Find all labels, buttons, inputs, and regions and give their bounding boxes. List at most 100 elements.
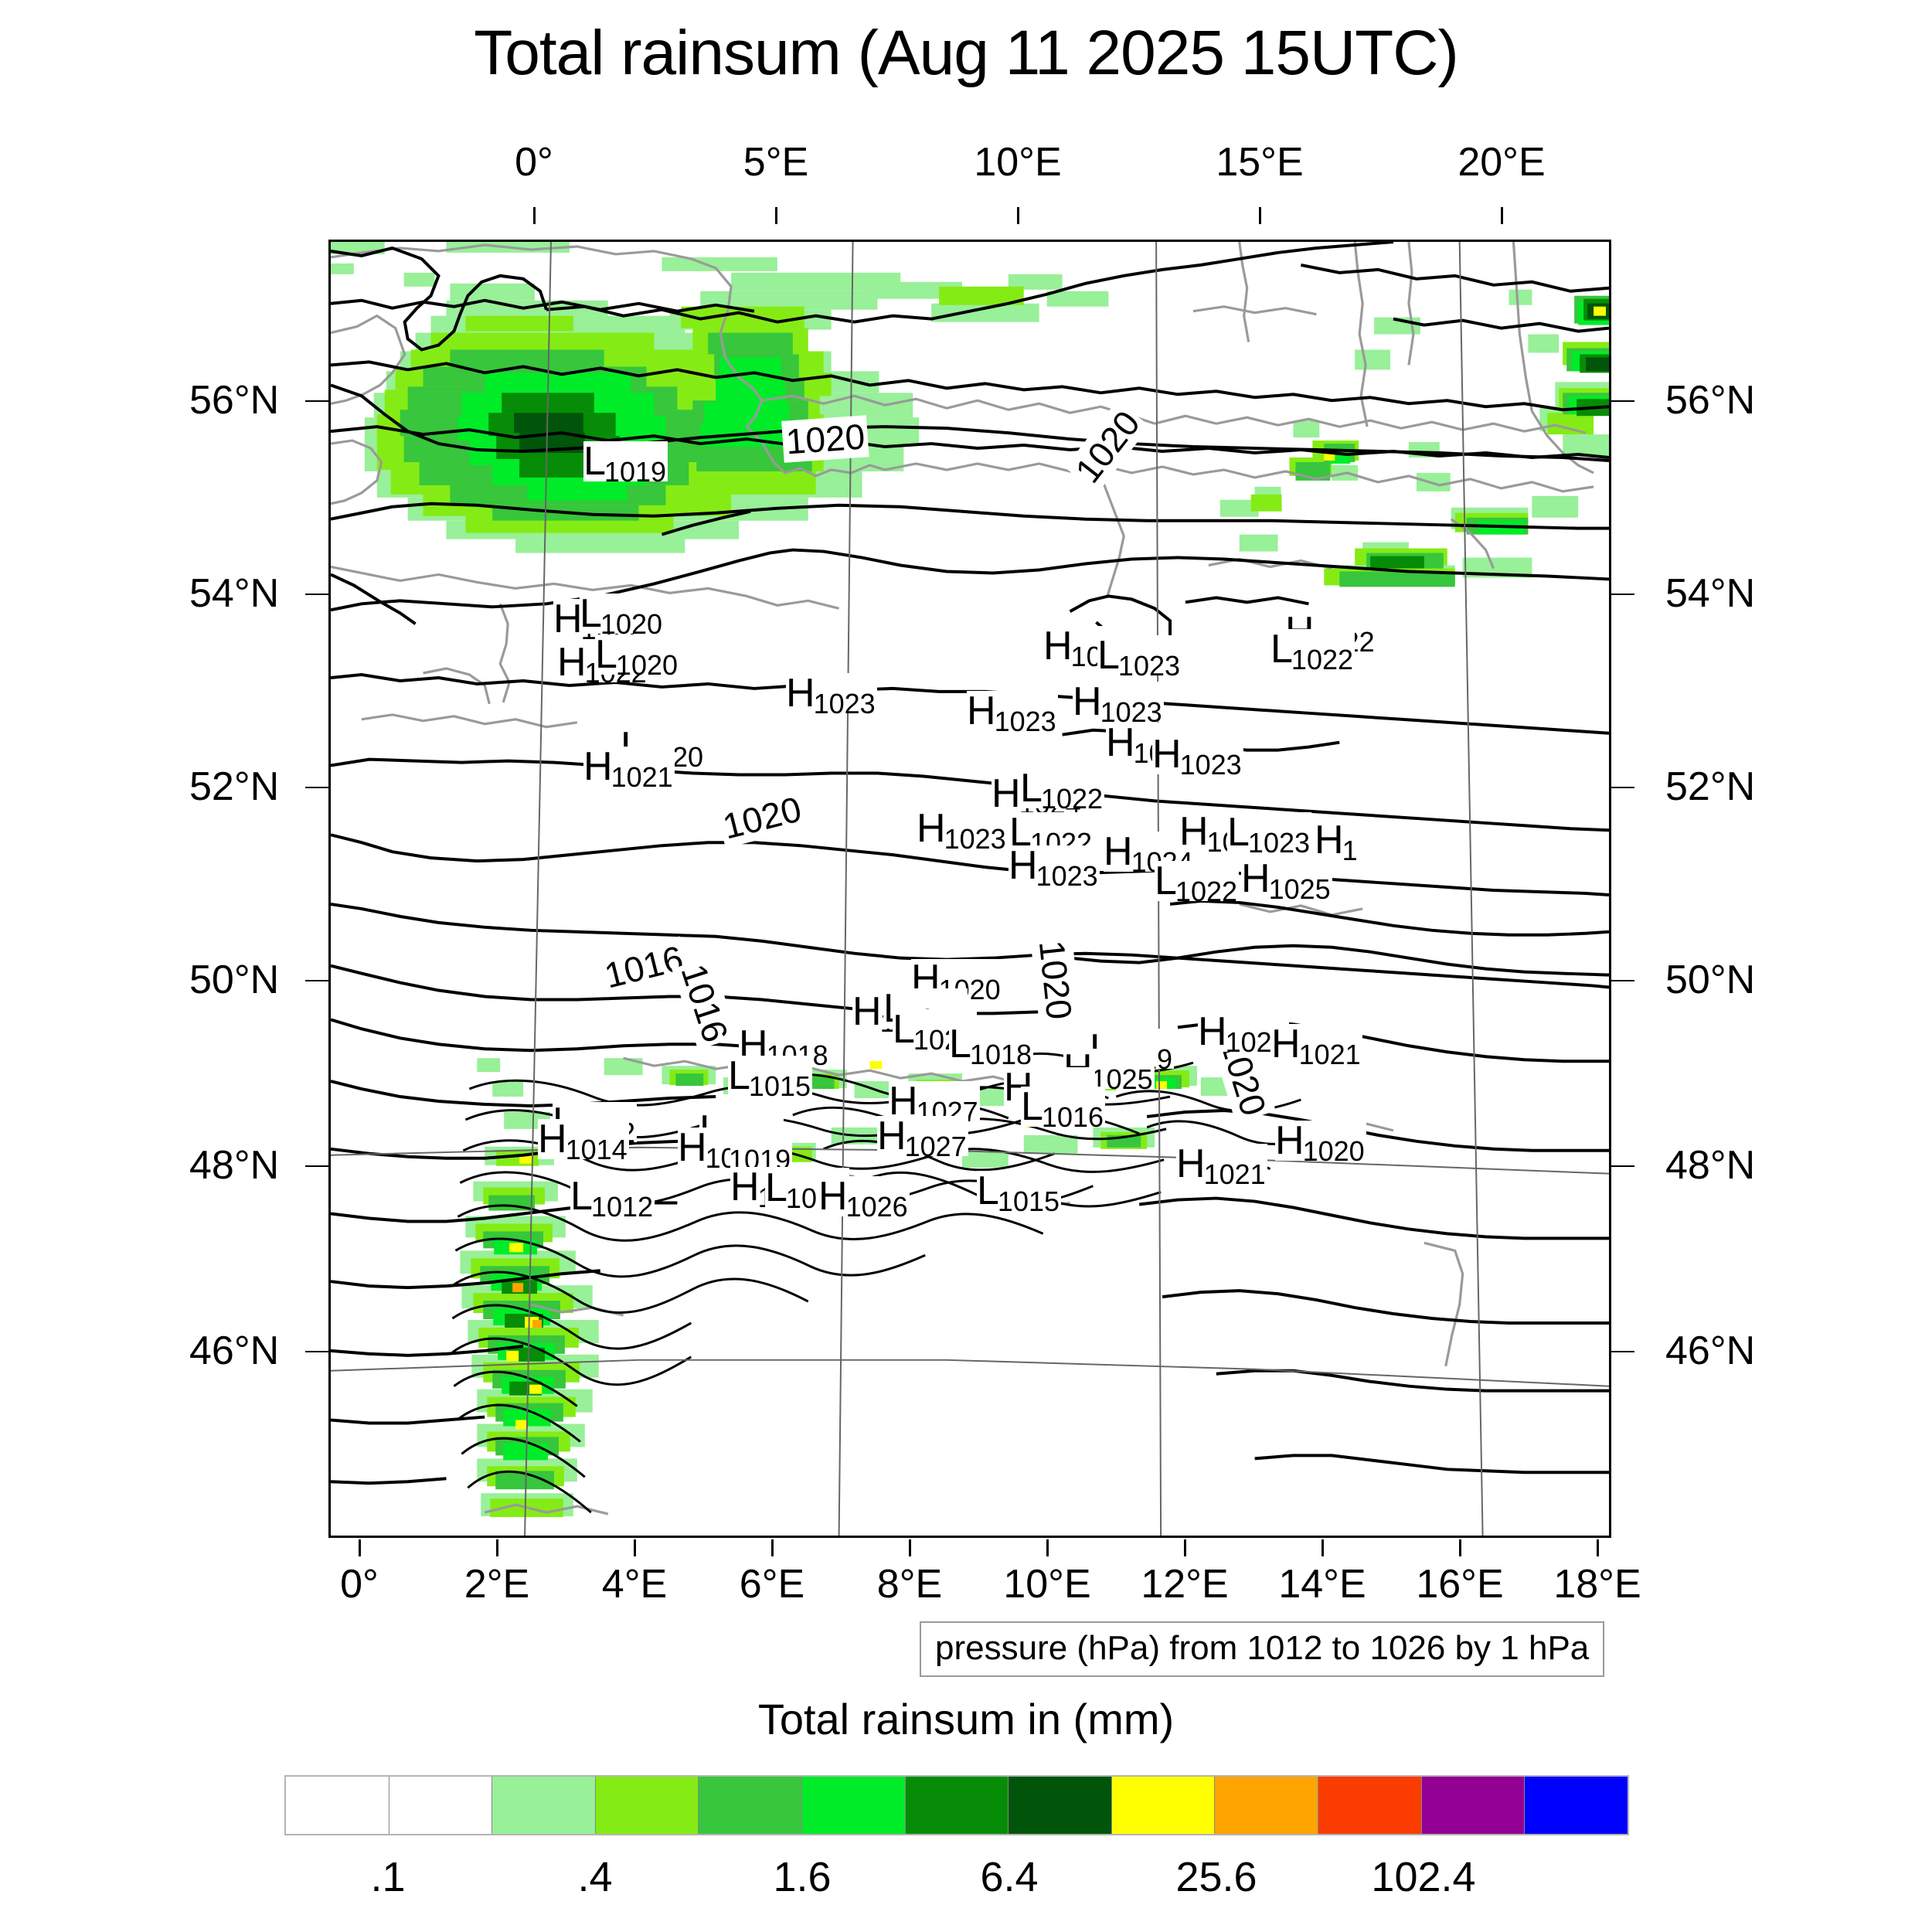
pressure-marker-type: L [1270, 627, 1293, 672]
pressure-marker-type: H [1315, 818, 1344, 862]
pressure-marker: 1019 [729, 1129, 793, 1174]
right-tick-4: 48°N [1665, 1143, 1756, 1188]
colorbar-label-1: .4 [577, 1854, 613, 1900]
high-pressure-marker: H1014 [538, 1117, 629, 1164]
bottom-tick-0: 0° [340, 1562, 379, 1607]
pressure-marker-value: 1018 [969, 1039, 1032, 1070]
pressure-legend: pressure (hPa) from 1012 to 1026 by 1 hP… [920, 1621, 1605, 1677]
pressure-marker-type: L [583, 439, 606, 484]
pressure-marker-type: H [917, 806, 946, 851]
high-pressure-marker: H1023 [1073, 679, 1164, 726]
left-tick-1: 54°N [189, 571, 280, 616]
pressure-marker-value: 1022 [1040, 783, 1104, 815]
bottom-tickmark-7 [1321, 1539, 1324, 1556]
pressure-marker-type: H [1009, 843, 1038, 888]
pressure-marker-type: L [1155, 859, 1177, 903]
right-tick-0: 56°N [1665, 378, 1756, 423]
pressure-marker-type: L [893, 1007, 915, 1052]
high-pressure-marker: H1027 [877, 1114, 968, 1161]
bottom-tick-2: 4°E [601, 1562, 668, 1607]
pressure-marker-type: H [992, 771, 1021, 816]
pressure-marker-value: 1023 [1117, 650, 1181, 682]
low-pressure-marker: L1016 [1021, 1084, 1106, 1131]
low-pressure-marker: L1022 [1155, 859, 1240, 906]
low-pressure-marker: L1020 [595, 634, 680, 679]
colorbar-swatch-5 [802, 1777, 906, 1834]
pressure-marker-value: 1015 [748, 1070, 811, 1102]
pressure-marker-type: H [877, 1114, 906, 1158]
pressure-marker-type: H [1179, 809, 1209, 854]
pressure-marker-value: 1020 [615, 649, 679, 681]
high-pressure-marker: H1027 [889, 1079, 980, 1126]
left-tickmark-1 [305, 594, 330, 595]
pressure-marker-type: L [570, 1174, 593, 1219]
pressure-marker-type: H [583, 744, 613, 789]
bottom-tickmark-4 [909, 1539, 911, 1556]
bottom-tickmark-0 [359, 1539, 361, 1556]
pressure-marker-type: H [889, 1079, 918, 1124]
left-tick-3: 50°N [189, 957, 280, 1002]
bottom-tick-8: 16°E [1416, 1562, 1504, 1607]
colorbar-swatch-4 [699, 1777, 803, 1834]
high-pressure-marker: H1026 [818, 1174, 910, 1221]
pressure-marker-value: 1023 [1036, 860, 1098, 892]
pressure-marker-value: 1021 [1298, 1039, 1361, 1070]
right-tick-2: 52°N [1665, 764, 1756, 809]
weather-map[interactable]: 1020 1020 1020 1016 1016 1020 1020 L1019… [328, 240, 1611, 1538]
left-tickmark-2 [305, 787, 330, 788]
pressure-marker-value: 1027 [904, 1131, 967, 1162]
pressure-marker-type: H [818, 1174, 848, 1219]
precipitation-field [331, 242, 1609, 1518]
bottom-tick-1: 2°E [464, 1562, 530, 1607]
right-tickmark-5 [1610, 1351, 1634, 1352]
pressure-marker-value: 1020 [600, 608, 663, 640]
pressure-marker-type: H [678, 1125, 707, 1170]
bottom-tickmark-1 [496, 1539, 498, 1556]
colorbar-label-3: 6.4 [980, 1854, 1039, 1900]
bottom-tickmark-2 [634, 1539, 636, 1556]
right-tick-5: 46°N [1665, 1328, 1756, 1373]
high-pressure-marker: H1 [1315, 818, 1359, 865]
pressure-marker-type: L [977, 1168, 999, 1213]
low-pressure-marker: L1023 [1097, 635, 1182, 680]
pressure-marker-type: H [538, 1117, 567, 1162]
pressure-marker-type: L [765, 1165, 787, 1210]
top-tickmark-1 [775, 207, 777, 224]
bottom-tick-3: 6°E [739, 1562, 805, 1607]
pressure-marker-type: L [1021, 1084, 1043, 1129]
pressure-marker-value: 1023 [1247, 827, 1311, 859]
left-tickmark-4 [305, 1165, 330, 1167]
pressure-marker-type: L [1227, 810, 1250, 855]
pressure-marker-value: 1012 [590, 1191, 654, 1223]
top-tickmark-0 [533, 207, 536, 224]
high-pressure-marker: H1021 [1271, 1024, 1362, 1069]
contour-label: 1020 [1030, 935, 1081, 1025]
pressure-marker-type: H [1073, 679, 1102, 724]
contour-label: 1020 [781, 415, 869, 463]
pressure-marker-type: H [1275, 1118, 1304, 1163]
pressure-marker-type: H [1106, 720, 1135, 765]
pressure-marker-type: H [967, 689, 996, 733]
pressure-marker-value: 1019 [604, 456, 667, 488]
low-pressure-marker: L1019 [583, 439, 668, 486]
colorbar-label-2: 1.6 [773, 1854, 832, 1900]
high-pressure-marker: H1025 [1241, 856, 1332, 903]
pressure-marker-value: 1022 [1291, 644, 1354, 675]
colorbar[interactable] [284, 1775, 1629, 1835]
colorbar-swatch-10 [1318, 1777, 1422, 1834]
left-tickmark-3 [305, 980, 330, 981]
colorbar-swatch-12 [1525, 1777, 1628, 1834]
bottom-tick-6: 12°E [1141, 1562, 1229, 1607]
pressure-marker-type: H [1152, 732, 1182, 777]
colorbar-swatch-8 [1111, 1777, 1216, 1834]
low-pressure-marker: L1012 [570, 1174, 655, 1221]
pressure-marker-type: H [557, 640, 587, 685]
low-pressure-marker: L1020 [580, 594, 665, 638]
colorbar-swatch-3 [595, 1777, 699, 1834]
bottom-tick-5: 10°E [1003, 1562, 1091, 1607]
low-pressure-marker: L1015 [728, 1056, 813, 1100]
high-pressure-marker: H1023 [786, 673, 877, 718]
pressure-marker-type: H [1198, 1009, 1227, 1054]
pressure-marker-type: H [1043, 624, 1073, 668]
pressure-marker-type: H [1241, 856, 1270, 901]
